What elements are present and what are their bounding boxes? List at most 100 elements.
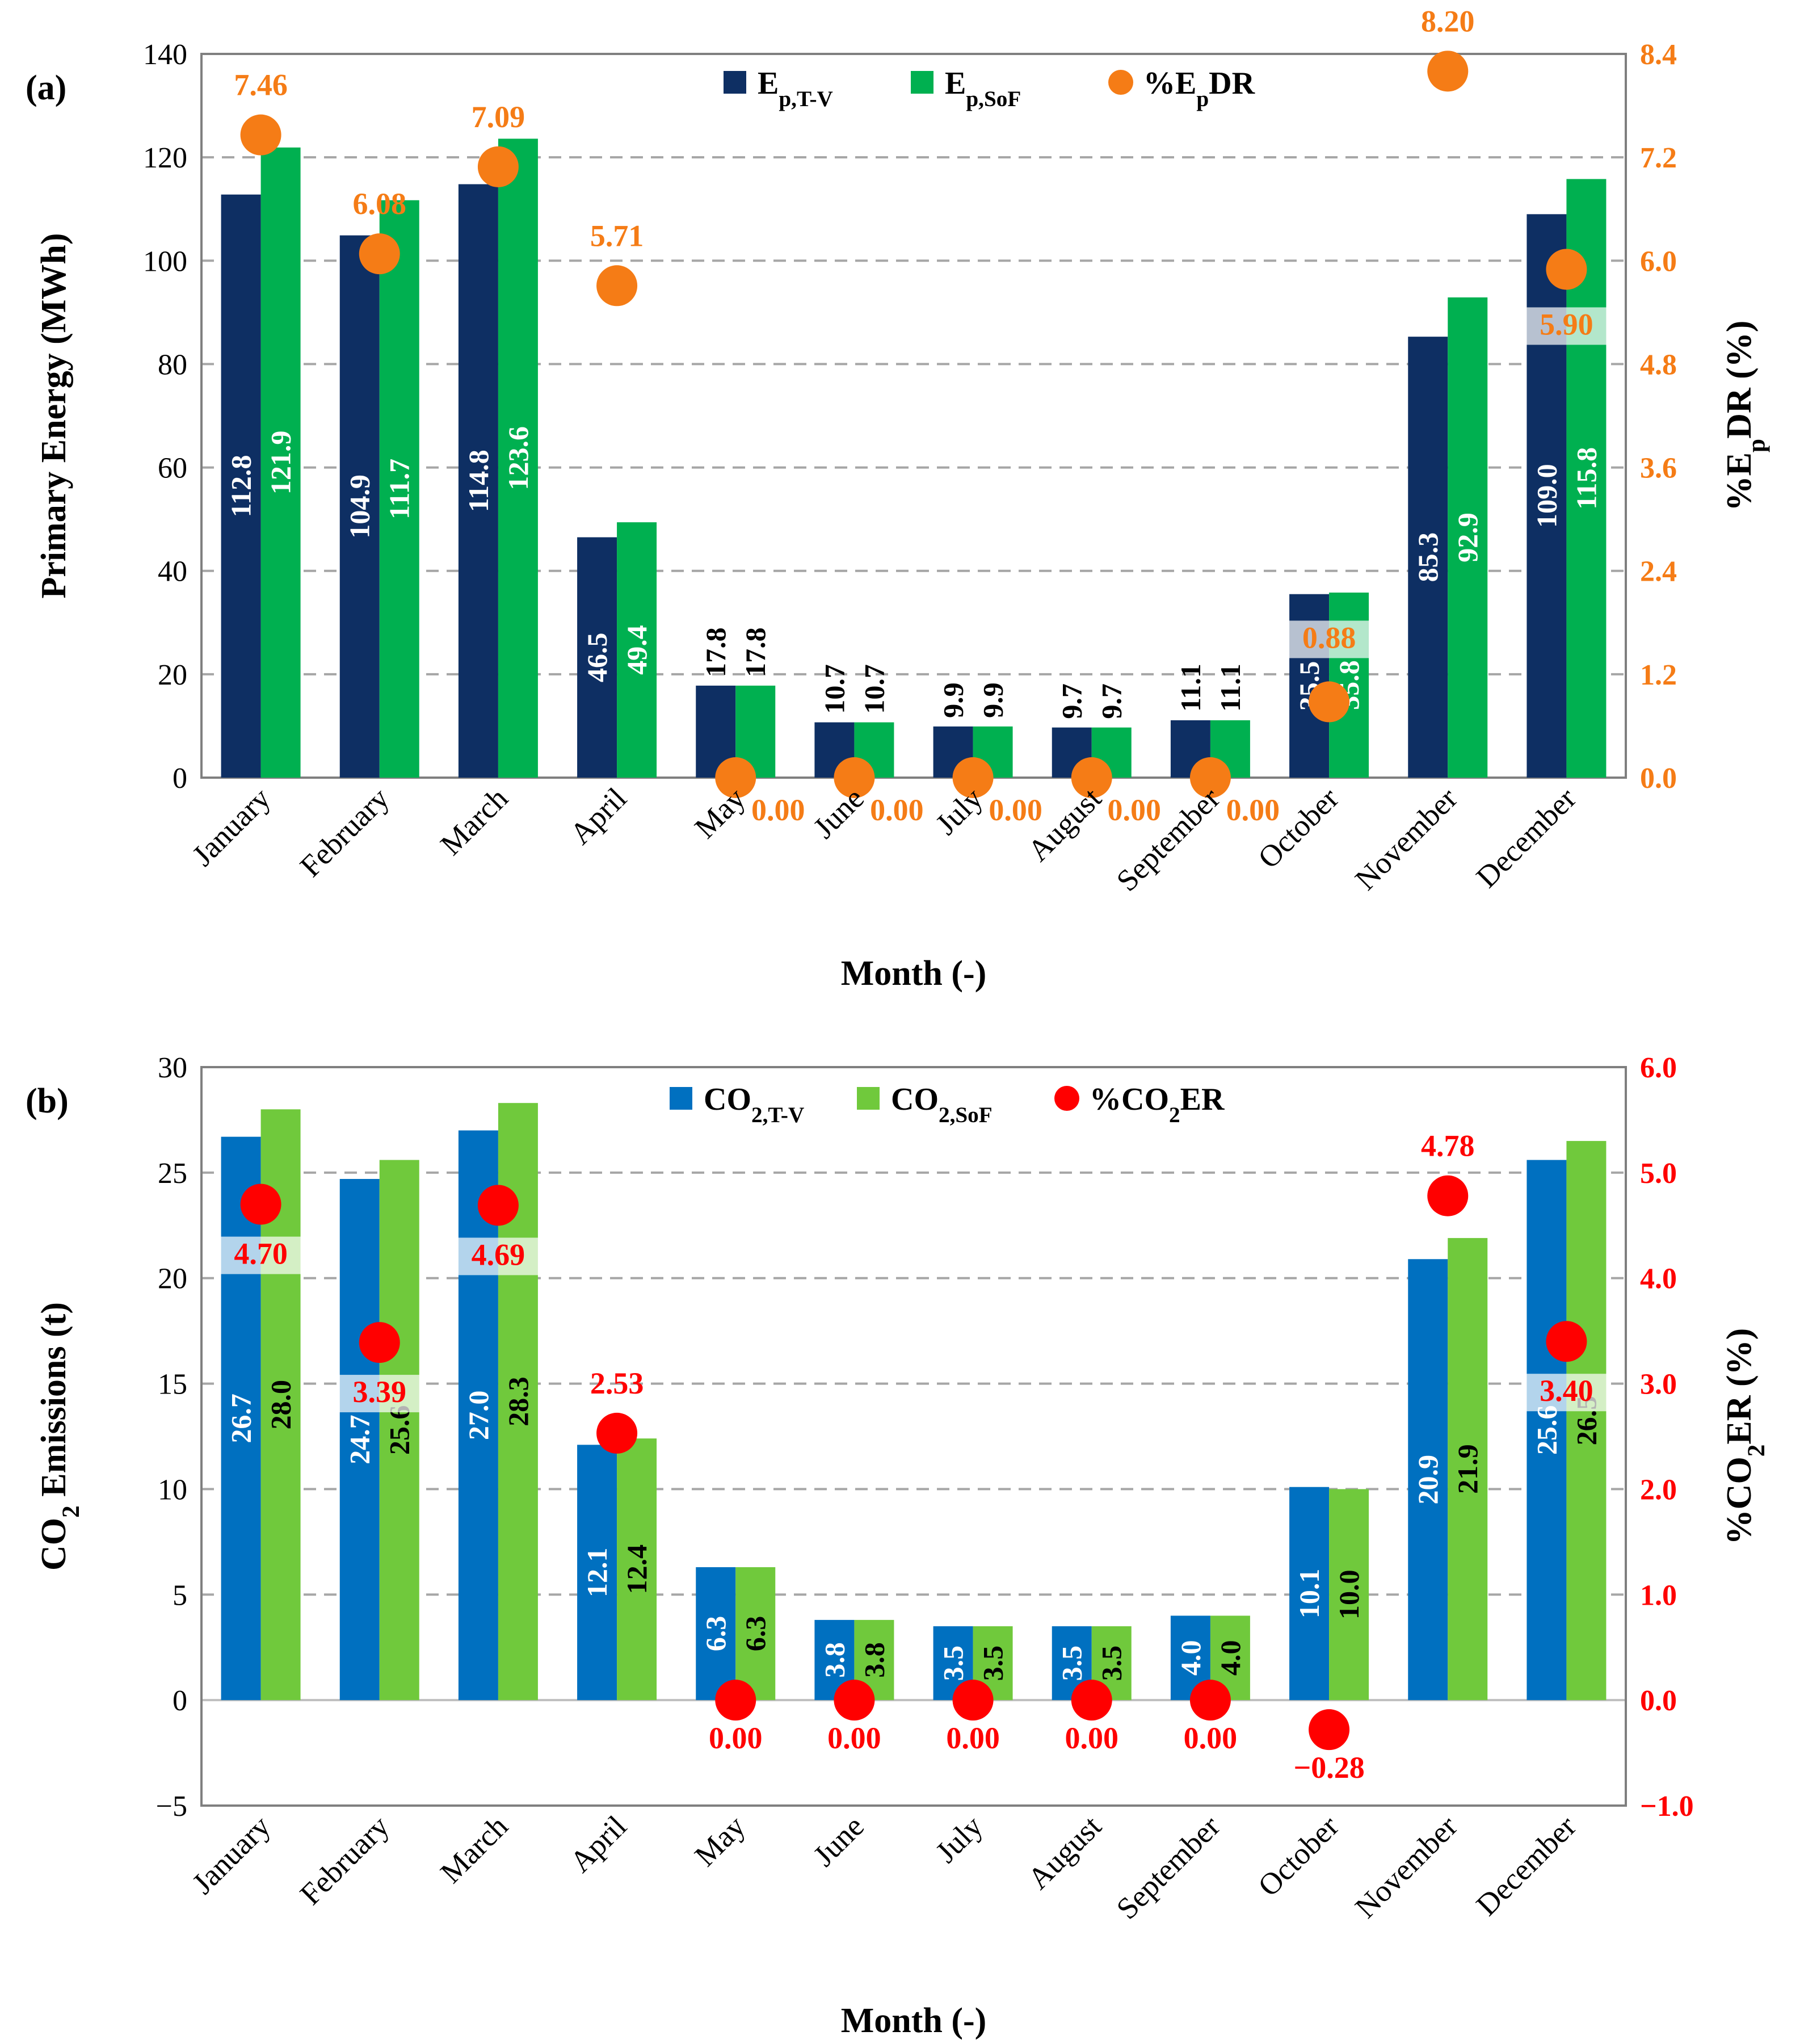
y2-tick-label: 1.0 [1640,1579,1677,1611]
bar-value-label: 11.1 [1175,664,1206,712]
panel-label: (b) [26,1082,69,1120]
bar-value-label: 6.3 [700,1616,731,1652]
bar-value-label: 6.3 [739,1616,771,1652]
x-category-label: November [1348,781,1464,897]
x-category-label: January [186,781,277,872]
legend-label: Ep,SoF [945,66,1021,111]
pct-value-label: 0.00 [709,1721,763,1755]
y-tick-label: −5 [156,1790,187,1823]
y-tick-label: 60 [158,452,187,485]
pct-label-box [220,1236,302,1274]
bar-value-label: 3.5 [1096,1646,1128,1681]
bar-ep-sof [379,200,419,778]
bar-value-label: 17.8 [739,627,771,677]
bar-ep-sof [617,522,657,778]
pct-marker [1309,1709,1350,1751]
pct-value-label: 7.46 [234,68,288,102]
y2-tick-label: 7.2 [1640,142,1677,174]
y-axis-title: CO2 Emissions (t) [35,1302,85,1571]
pct-marker [359,233,400,275]
pct-marker [715,757,756,798]
y2-tick-label: 4.0 [1640,1263,1677,1295]
pct-marker [1427,1175,1469,1216]
bar-value-label: 85.3 [1412,532,1444,582]
pct-value-label: 0.00 [1065,1721,1119,1755]
x-category-label: February [293,781,396,883]
x-category-label: March [434,1809,514,1890]
bar-ep-t-v [339,235,380,778]
bar-ep-sof [260,147,301,778]
x-category-label: December [1470,781,1583,894]
pct-value-label: 5.71 [590,219,644,253]
y2-tick-label: 4.8 [1640,349,1677,381]
pct-label-box [1525,307,1608,345]
bar-value-label: 3.5 [937,1646,969,1681]
x-category-label: March [434,781,514,862]
pct-value-label: 5.90 [1540,307,1593,341]
pct-value-label: 8.20 [1421,4,1475,38]
bar-value-label: 9.9 [937,682,969,718]
pct-marker [596,265,638,307]
bar-value-label: 9.7 [1096,683,1128,719]
bar-co2-t-v [1408,1259,1448,1701]
x-category-label: October [1251,1809,1345,1903]
pct-marker [715,1680,756,1721]
legend-swatch [857,1087,880,1110]
bar-value-label: 25.6 [1530,1405,1562,1455]
bar-value-label: 17.8 [700,627,731,677]
bar-co2-t-v [339,1179,380,1701]
chart-panel-b: −5 0 5 10 15 20 25 30 −1.0 0.0 1.0 2.0 3.0 4.0 5.0 6.0 2… [26,1052,1770,2040]
bar-co2-t-v [221,1136,261,1701]
pct-value-label: 0.88 [1302,620,1356,654]
pct-marker [1189,757,1231,798]
y-tick-label: 10 [158,1474,187,1506]
pct-marker [240,114,281,156]
pct-value-label: 0.00 [989,793,1042,827]
bar-value-label: 4.0 [1214,1640,1246,1676]
bar-ep-t-v [458,184,498,778]
bar-co2-t-v [1289,1487,1330,1701]
y2-tick-label: 5.0 [1640,1157,1677,1190]
bar-ep-sof [1448,297,1488,778]
pct-marker [1189,1680,1231,1721]
bar-co2-sof [1566,1141,1607,1701]
bar-value-label: 115.8 [1570,447,1602,510]
legend-swatch [724,71,746,94]
bar-value-label: 12.4 [621,1544,653,1594]
bar-value-label: 9.7 [1056,683,1088,719]
pct-label-box [1288,620,1370,658]
pct-value-label: 0.00 [1184,1721,1238,1755]
legend: CO2,T-V CO2,SoF %CO2ER [670,1082,1225,1127]
y-axis-title: Primary Energy (MWh) [35,233,73,599]
bar-ep-sof [498,138,538,778]
y2-axis-title: %EpDR (%) [1720,321,1770,511]
y-tick-label: 25 [158,1157,187,1190]
legend-marker [1108,70,1133,95]
y2-tick-label: 8.4 [1640,39,1677,71]
y-tick-label: 15 [158,1369,187,1401]
pct-marker [240,1183,281,1225]
bar-ep-t-v [221,194,261,778]
y-tick-label: 20 [158,659,187,691]
bar-value-label: 3.8 [858,1642,890,1678]
bar-value-label: 20.9 [1412,1455,1444,1505]
y2-tick-label: 2.4 [1640,556,1677,588]
pct-value-label: 0.00 [946,1721,1000,1755]
legend-marker [1054,1086,1079,1111]
bar-value-label: 3.8 [818,1642,850,1678]
pct-value-label: 7.09 [472,100,525,134]
plot-frame [200,53,1627,779]
x-category-label: August [1021,1809,1108,1896]
panel-label: (a) [26,69,66,107]
x-category-label: September [1110,1809,1227,1926]
y-tick-label: 80 [158,349,187,381]
pct-value-label: 0.00 [870,793,924,827]
x-category-label: July [929,1809,989,1869]
pct-value-label: 2.53 [590,1366,644,1400]
bar-co2-sof [735,1567,776,1701]
x-category-label: April [564,781,633,851]
y-tick-label: 30 [158,1052,187,1084]
bar-value-label: 4.0 [1175,1640,1206,1676]
y-tick-label: 0 [173,762,187,795]
pct-value-label: 6.08 [353,187,407,221]
